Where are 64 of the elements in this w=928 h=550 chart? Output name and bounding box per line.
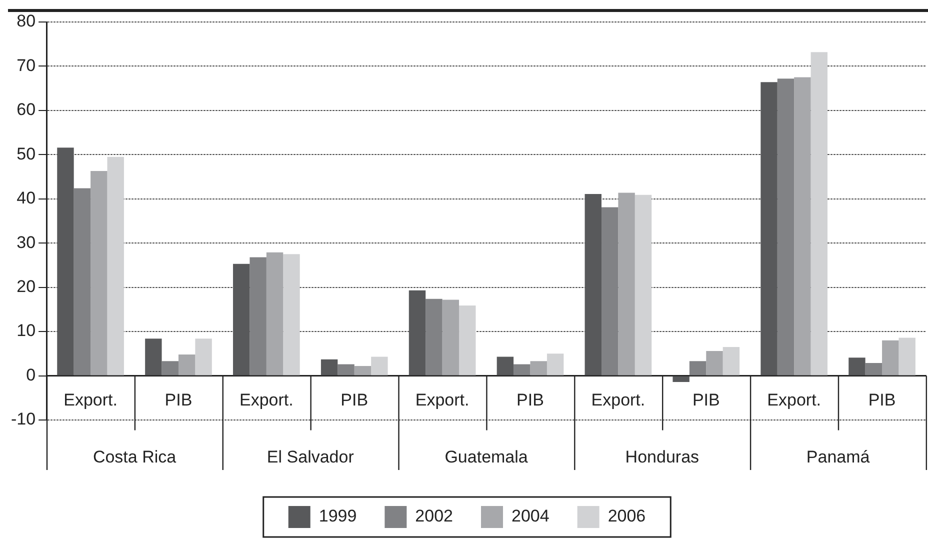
bar [530,361,547,376]
y-tick-label: 50 [16,144,36,164]
x-tick-label: PIB [868,390,896,410]
bar [865,362,882,376]
bar [354,366,372,376]
bar [810,52,828,376]
y-tick-label: 10 [16,321,36,340]
y-tick-label: 60 [16,100,36,120]
bar [162,361,178,376]
bar [266,252,284,376]
bar [283,254,300,376]
bar [672,376,690,382]
bar [706,351,723,376]
x-tick-label: Export. [415,390,470,410]
bar [898,338,916,376]
x-tick-label: Export. [64,390,118,410]
y-tick-label: 0 [26,365,36,384]
legend-label: 2004 [512,506,550,526]
x-tick-label: PIB [692,390,720,410]
x-tick-label: Export. [240,390,294,410]
text: Costa Rica [92,448,177,467]
bar [426,298,442,376]
bar [722,347,740,376]
y-tick-label: 40 [16,188,36,208]
bar [618,192,635,376]
legend-label: 2006 [608,506,646,526]
legend-label: 1999 [318,506,357,526]
bar [90,171,108,376]
bar [145,338,162,376]
y-tick-label: -10 [10,410,36,429]
bar [514,364,530,376]
y-tick-label: 80 [16,12,36,31]
bar [371,356,388,376]
bar [320,359,338,376]
text: Guatemala [444,448,528,467]
bar [250,257,266,376]
bar [107,156,124,376]
bar [195,338,212,376]
bar [442,300,460,376]
legend-label: 2002 [415,506,454,526]
x-tick-label: PIB [516,390,544,410]
bar [882,340,899,376]
bar [794,77,811,376]
text: Panamá [806,448,870,467]
bar [178,354,196,376]
bar [459,305,476,376]
x-tick-label: PIB [164,390,192,410]
bar [338,364,354,376]
bar [634,194,652,376]
x-tick-label: Export. [591,390,646,410]
y-tick-label: 20 [16,277,36,296]
bar [689,361,706,376]
bar [496,356,514,376]
text: El Salvador [266,448,354,467]
bar [546,354,564,376]
bar [777,78,794,376]
y-tick-label: 70 [16,56,36,75]
y-tick-label: 30 [16,232,36,252]
x-tick-label: PIB [340,390,368,410]
x-tick-label: Export. [767,390,822,410]
bar [848,358,866,376]
bar [601,207,618,376]
text: Honduras [625,448,700,467]
bar [74,188,91,376]
